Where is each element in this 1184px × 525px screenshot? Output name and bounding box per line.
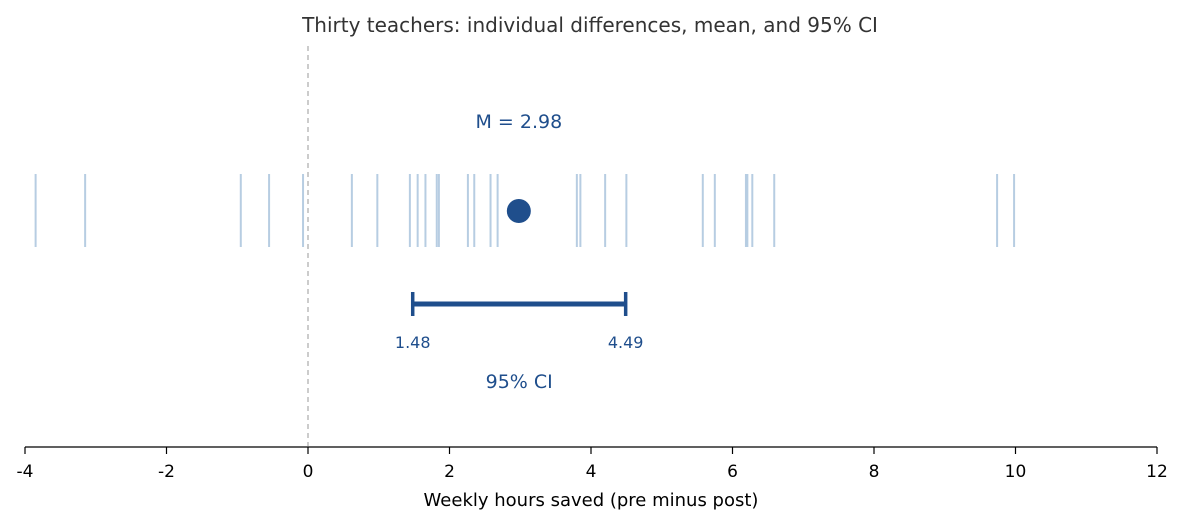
x-tick-label: -4 [17, 462, 34, 482]
x-tick-label: 6 [727, 462, 738, 482]
x-axis-ticks: -4 -2 0 2 4 6 8 10 12 [17, 447, 1168, 482]
x-tick-label: -2 [158, 462, 175, 482]
x-tick-label: 8 [869, 462, 880, 482]
ci-low-label: 1.48 [395, 333, 431, 352]
mean-label: M = 2.98 [475, 111, 562, 133]
x-tick-label: 0 [303, 462, 314, 482]
ci-label: 95% CI [486, 371, 553, 393]
x-tick-label: 4 [586, 462, 597, 482]
x-axis-label: Weekly hours saved (pre minus post) [424, 490, 759, 511]
x-tick-label: 2 [444, 462, 455, 482]
mean-point [506, 199, 531, 223]
individual-differences [34, 174, 1016, 247]
x-tick-label: 10 [1005, 462, 1027, 482]
ci-high-label: 4.49 [608, 333, 644, 352]
confidence-interval [410, 292, 628, 316]
x-tick-label: 12 [1146, 462, 1168, 482]
chart-title: Thirty teachers: individual differences,… [301, 13, 878, 37]
